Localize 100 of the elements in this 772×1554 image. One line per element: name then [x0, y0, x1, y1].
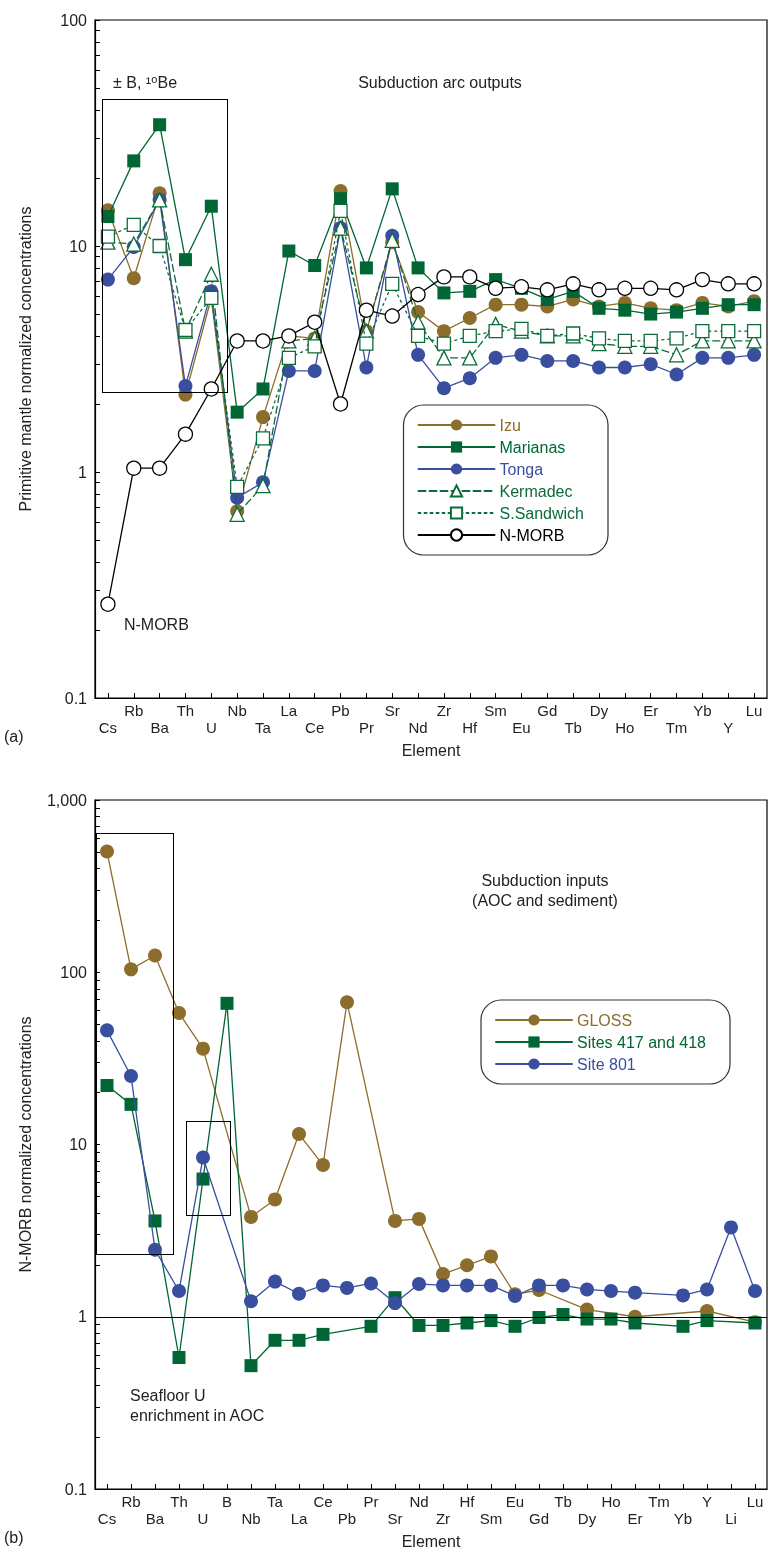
point: [747, 347, 762, 362]
point: [316, 1278, 330, 1293]
x-tick-label: Eu: [505, 1493, 525, 1510]
x-tick-label: Sr: [387, 1510, 403, 1527]
x-tick-label: Rb: [121, 1493, 141, 1510]
x-tick-label: Y: [723, 719, 734, 736]
point: [126, 460, 142, 476]
point: [255, 431, 271, 446]
point: [643, 280, 659, 296]
point: [307, 363, 322, 378]
point: [617, 280, 633, 296]
x-tick-label: La: [280, 702, 298, 719]
point: [385, 182, 399, 196]
x-tick-label: Pr: [358, 719, 374, 736]
point: [436, 1318, 450, 1332]
point: [172, 1006, 186, 1020]
point: [359, 360, 374, 375]
point: [124, 1097, 138, 1111]
y-tick-label: 1: [78, 1308, 88, 1326]
x-tick-label: Hf: [459, 1493, 476, 1510]
text: (a): [4, 727, 24, 745]
point: [488, 350, 503, 365]
legend-label: N-MORB: [499, 526, 565, 544]
x-tick-label: B: [221, 1493, 233, 1510]
point: [514, 297, 529, 312]
point: [643, 333, 658, 349]
legend-label: Izu: [499, 416, 521, 434]
point: [178, 253, 192, 267]
point: [229, 333, 245, 349]
point: [484, 1314, 498, 1328]
point: [669, 367, 684, 382]
x-tick-label: Pr: [363, 1493, 379, 1510]
point: [487, 280, 504, 296]
point: [436, 381, 451, 396]
point: [460, 1316, 474, 1330]
point: [668, 347, 685, 363]
x-tick-label: Tb: [564, 719, 582, 736]
point: [333, 203, 348, 219]
point: [460, 1278, 474, 1293]
x-tick-label: U: [205, 719, 217, 736]
point: [196, 1150, 210, 1165]
x-tick-label: Ho: [601, 1493, 621, 1510]
point: [628, 1316, 642, 1330]
point: [411, 261, 425, 275]
point: [124, 1068, 138, 1083]
point: [282, 244, 296, 258]
point: [436, 336, 452, 351]
x-tick-label: Zr: [435, 1510, 451, 1527]
point: [340, 995, 354, 1010]
point: [412, 1276, 426, 1291]
point: [436, 350, 452, 366]
x-tick-label: Nd: [408, 719, 428, 736]
x-tick-label: Ta: [255, 719, 272, 736]
point: [388, 1296, 402, 1311]
point: [292, 1333, 306, 1347]
point: [316, 1158, 330, 1173]
point: [462, 269, 478, 285]
point: [359, 261, 373, 275]
point: [148, 948, 162, 963]
point: [695, 301, 709, 315]
x-tick-label: La: [290, 1510, 308, 1527]
legend-label: S.Sandwich: [499, 504, 585, 522]
point: [484, 1249, 498, 1264]
x-tick-label: Gd: [537, 702, 558, 719]
legend-label: Tonga: [499, 460, 544, 478]
point: [127, 154, 141, 168]
point: [204, 199, 218, 213]
point: [203, 266, 219, 282]
point: [100, 272, 115, 287]
x-tick-label: Li: [725, 1510, 737, 1527]
x-tick-label: Gd: [528, 1510, 550, 1527]
x-tick-label: Sr: [384, 702, 400, 719]
x-tick-label: Nb: [227, 702, 247, 719]
annotation: Subduction arc outputs: [358, 73, 522, 91]
text: (b): [4, 1528, 24, 1546]
x-tick-label: Hf: [462, 719, 479, 736]
point: [152, 238, 167, 254]
point: [220, 996, 234, 1010]
y-tick-label: 1: [78, 463, 88, 481]
point: [410, 328, 426, 344]
y-tick-label: 1,000: [46, 791, 88, 809]
point: [358, 302, 375, 318]
point: [556, 1278, 570, 1293]
x-tick-label: Sm: [484, 702, 507, 719]
x-tick-label: Eu: [512, 719, 531, 736]
point: [148, 1242, 162, 1257]
y-tick-label: 100: [60, 963, 88, 981]
legend-label: Site 801: [577, 1055, 636, 1073]
point: [617, 333, 632, 349]
point: [244, 1359, 258, 1373]
point: [746, 276, 762, 292]
point: [292, 1286, 306, 1301]
x-tick-label: Lu: [745, 702, 763, 719]
x-tick-label: Dy: [577, 1510, 597, 1527]
point: [359, 336, 374, 351]
point: [508, 1319, 522, 1333]
point: [700, 1282, 714, 1297]
x-tick-label: Tm: [648, 1493, 670, 1510]
point: [556, 1308, 570, 1322]
point: [126, 271, 141, 286]
